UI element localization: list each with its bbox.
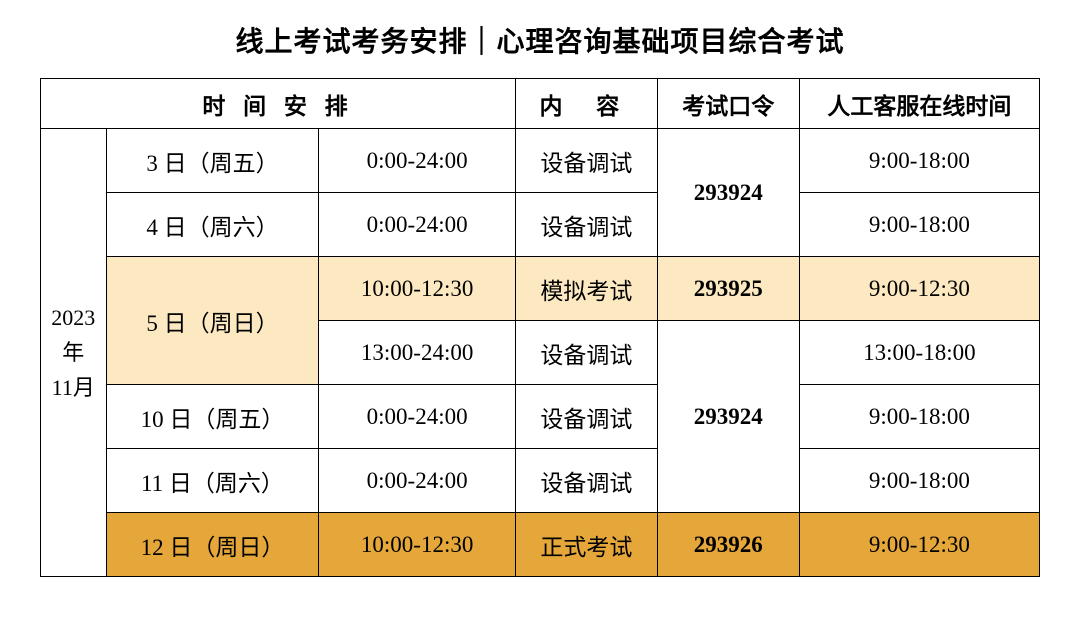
service-cell: 9:00-12:30 (799, 513, 1039, 577)
year-label-1: 2023 (41, 300, 106, 335)
content-cell: 模拟考试 (515, 257, 657, 321)
date-cell: 4 日（周六） (106, 193, 319, 257)
date-cell: 12 日（周日） (106, 513, 319, 577)
header-schedule: 时 间 安 排 (41, 79, 516, 129)
time-cell: 0:00-24:00 (319, 129, 516, 193)
schedule-table: 时 间 安 排 内 容 考试口令 人工客服在线时间 2023 年 11月 3 日… (40, 78, 1040, 577)
content-cell: 正式考试 (515, 513, 657, 577)
code-cell: 293925 (657, 257, 799, 321)
time-cell: 10:00-12:30 (319, 513, 516, 577)
time-cell: 10:00-12:30 (319, 257, 516, 321)
content-cell: 设备调试 (515, 385, 657, 449)
table-row: 11 日（周六） 0:00-24:00 设备调试 9:00-18:00 (41, 449, 1040, 513)
table-row: 2023 年 11月 3 日（周五） 0:00-24:00 设备调试 29392… (41, 129, 1040, 193)
service-cell: 9:00-18:00 (799, 385, 1039, 449)
year-cell: 2023 年 11月 (41, 129, 107, 577)
table-row: 5 日（周日） 10:00-12:30 模拟考试 293925 9:00-12:… (41, 257, 1040, 321)
code-cell: 293924 (657, 321, 799, 513)
header-service: 人工客服在线时间 (799, 79, 1039, 129)
code-cell: 293926 (657, 513, 799, 577)
date-cell: 3 日（周五） (106, 129, 319, 193)
content-cell: 设备调试 (515, 321, 657, 385)
service-cell: 9:00-18:00 (799, 449, 1039, 513)
date-cell: 10 日（周五） (106, 385, 319, 449)
header-content: 内 容 (515, 79, 657, 129)
content-cell: 设备调试 (515, 129, 657, 193)
content-cell: 设备调试 (515, 193, 657, 257)
service-cell: 9:00-18:00 (799, 193, 1039, 257)
code-cell: 293924 (657, 129, 799, 257)
time-cell: 0:00-24:00 (319, 193, 516, 257)
time-cell: 0:00-24:00 (319, 449, 516, 513)
service-cell: 9:00-18:00 (799, 129, 1039, 193)
time-cell: 13:00-24:00 (319, 321, 516, 385)
header-row: 时 间 安 排 内 容 考试口令 人工客服在线时间 (41, 79, 1040, 129)
page-title: 线上考试考务安排｜心理咨询基础项目综合考试 (40, 20, 1040, 60)
content-cell: 设备调试 (515, 449, 657, 513)
table-row: 4 日（周六） 0:00-24:00 设备调试 9:00-18:00 (41, 193, 1040, 257)
year-label-3: 11月 (41, 370, 106, 405)
date-cell: 5 日（周日） (106, 257, 319, 385)
service-cell: 9:00-12:30 (799, 257, 1039, 321)
service-cell: 13:00-18:00 (799, 321, 1039, 385)
time-cell: 0:00-24:00 (319, 385, 516, 449)
header-code: 考试口令 (657, 79, 799, 129)
table-row: 10 日（周五） 0:00-24:00 设备调试 9:00-18:00 (41, 385, 1040, 449)
table-row: 12 日（周日） 10:00-12:30 正式考试 293926 9:00-12… (41, 513, 1040, 577)
year-label-2: 年 (41, 335, 106, 370)
date-cell: 11 日（周六） (106, 449, 319, 513)
schedule-container: 线上考试考务安排｜心理咨询基础项目综合考试 时 间 安 排 内 容 考试口令 人… (0, 0, 1080, 597)
